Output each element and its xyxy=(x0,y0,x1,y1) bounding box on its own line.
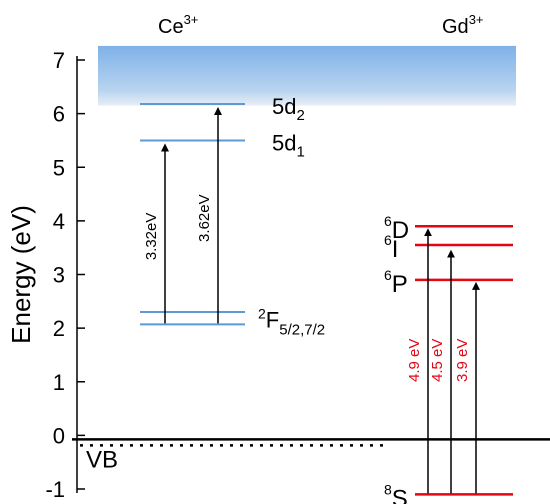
gd-transition-label: 4.5 eV xyxy=(429,339,446,382)
gd-level-label-6P: 6P xyxy=(384,267,408,298)
ce-ground-label: 2F5/2,7/2 xyxy=(258,305,325,338)
gd-transition-label: 3.9 eV xyxy=(454,339,471,382)
y-tick-label: 2 xyxy=(53,316,65,341)
gd-level-label-6I: 6I xyxy=(384,232,398,263)
vb-label: VB xyxy=(86,446,118,473)
y-tick-label: 0 xyxy=(53,423,65,448)
gd-transition-label: 4.9 eV xyxy=(406,339,423,382)
y-tick-label: 4 xyxy=(53,209,65,234)
y-tick-label: -1 xyxy=(45,477,65,502)
y-tick-label: 7 xyxy=(53,48,65,73)
y-tick-label: 6 xyxy=(53,102,65,127)
ce-ion-label: Ce3+ xyxy=(158,12,198,38)
conduction-band xyxy=(98,45,516,106)
y-axis-title: Energy (eV) xyxy=(6,205,36,344)
gd-level-label-8S: 8S xyxy=(384,481,408,504)
y-tick-label: 3 xyxy=(53,263,65,288)
ce-transition-label: 3.32eV xyxy=(143,213,160,261)
gd-level-label-6D: 6D xyxy=(384,213,409,244)
y-tick-label: 1 xyxy=(53,370,65,395)
gd-ion-label: Gd3+ xyxy=(442,12,484,38)
ce-level-label-5d1: 5d1 xyxy=(272,130,305,160)
ce-transition-label: 3.62eV xyxy=(196,194,213,242)
y-tick-label: 5 xyxy=(53,155,65,180)
ce-level-label-5d2: 5d2 xyxy=(272,94,305,124)
